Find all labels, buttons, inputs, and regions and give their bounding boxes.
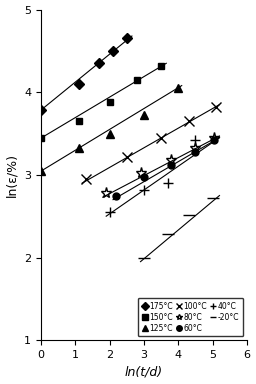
X-axis label: ln(t/d): ln(t/d) [125, 366, 163, 379]
Legend: 175°C, 150°C, 125°C, 100°C, 80°C, 60°C, 40°C, -20°C: 175°C, 150°C, 125°C, 100°C, 80°C, 60°C, … [138, 298, 243, 336]
Y-axis label: ln(ε/%): ln(ε/%) [6, 153, 18, 197]
